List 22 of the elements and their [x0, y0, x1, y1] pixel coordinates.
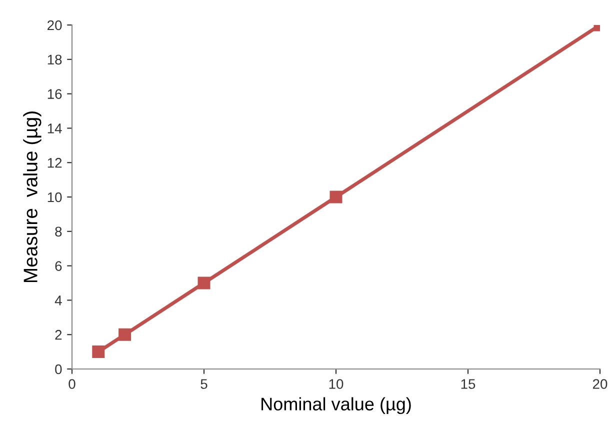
x-axis-title: Nominal value (µg) — [262, 397, 411, 414]
y-tick-label: 18 — [48, 54, 62, 65]
y-tick-label: 0 — [55, 364, 62, 374]
y-tick-label: 12 — [48, 158, 62, 168]
y-tick-label: 6 — [55, 261, 62, 271]
point — [198, 276, 210, 290]
x-tick-label: 20 — [592, 379, 608, 389]
y-tick-label: 20 — [48, 20, 62, 30]
x-tick-label: 10 — [329, 379, 344, 389]
y-tick-label: 4 — [54, 296, 62, 306]
point — [92, 346, 105, 358]
y-axis-title: Measure value (µg) — [23, 112, 42, 282]
x-tick-label: 0 — [68, 379, 76, 389]
point — [118, 328, 132, 341]
y-tick-label: 16 — [48, 89, 62, 99]
y-tick-label: 10 — [48, 192, 62, 202]
y-tick-label: 8 — [55, 226, 62, 237]
x-tick-label: 5 — [200, 379, 208, 389]
y-tick-label: 14 — [48, 124, 62, 134]
y-tick-label: 2 — [55, 330, 62, 340]
x-tick-label: 15 — [461, 379, 476, 389]
point — [330, 190, 342, 204]
